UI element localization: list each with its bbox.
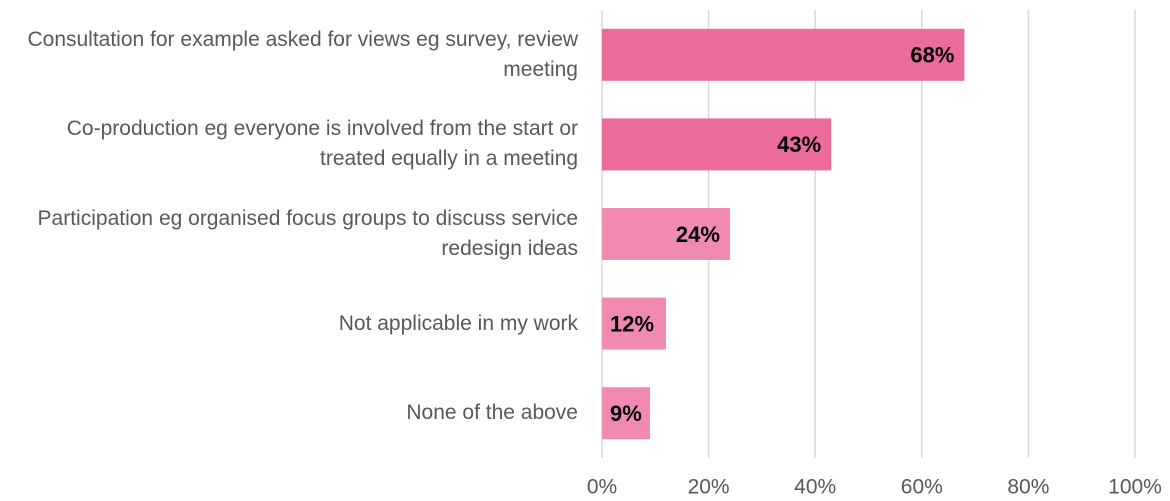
data-label: 9% (610, 401, 642, 426)
y-tick-label: None of the above (406, 401, 578, 425)
x-tick-label: 0% (587, 476, 617, 499)
bar (602, 387, 650, 440)
data-label: 12% (610, 311, 654, 336)
y-tick-label: Co-production eg everyone is involved fr… (66, 117, 578, 171)
bar (602, 28, 965, 81)
data-label: 68% (910, 43, 954, 68)
bar (602, 208, 730, 260)
y-tick-label: Consultation for example asked for views… (27, 27, 578, 81)
x-tick-label: 20% (688, 476, 730, 499)
x-tick-label: 100% (1108, 476, 1162, 499)
x-tick-label: 40% (794, 476, 836, 499)
bar (602, 297, 666, 350)
x-tick-label: 60% (901, 476, 943, 499)
data-label: 24% (676, 222, 720, 247)
data-label: 43% (777, 132, 821, 157)
x-tick-label: 80% (1007, 476, 1049, 499)
y-tick-label: Participation eg organised focus groups … (37, 207, 578, 260)
y-tick-label: Not applicable in my work (338, 311, 578, 335)
bar (602, 118, 832, 171)
